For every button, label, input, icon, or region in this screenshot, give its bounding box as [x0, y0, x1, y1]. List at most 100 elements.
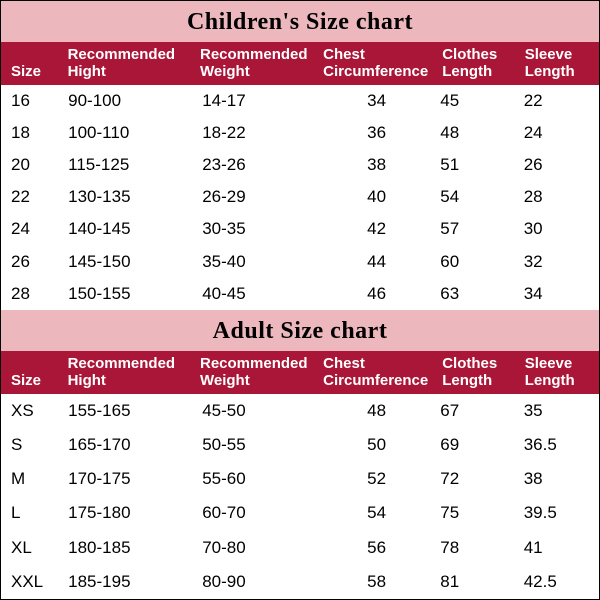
table-cell: L: [1, 503, 58, 523]
table-cell: 35-40: [192, 252, 317, 272]
table-cell: 60-70: [192, 503, 317, 523]
column-header: RecommendedWeight: [190, 46, 313, 81]
table-cell: 28: [1, 284, 58, 304]
table-cell: M: [1, 469, 58, 489]
table-cell: 23-26: [192, 155, 317, 175]
table-cell: 48: [317, 401, 430, 421]
column-header: SleeveLength: [515, 355, 599, 390]
table-cell: 24: [1, 219, 58, 239]
table-cell: XL: [1, 538, 58, 558]
table-row: 20115-12523-26385126: [1, 149, 599, 181]
table-cell: 45: [430, 91, 513, 111]
table-row: 28150-15540-45466334: [1, 278, 599, 310]
table-cell: 90-100: [58, 91, 192, 111]
table-row: 24140-14530-35425730: [1, 213, 599, 245]
column-header: ClothesLength: [432, 46, 514, 81]
table-cell: 80-90: [192, 572, 317, 592]
table-cell: 38: [514, 469, 599, 489]
table-cell: 18: [1, 123, 58, 143]
rows-block: XS155-16545-50486735S165-17050-55506936.…: [1, 394, 599, 600]
table-cell: 30: [514, 219, 599, 239]
table-cell: 69: [430, 435, 513, 455]
table-row: 26145-15035-40446032: [1, 246, 599, 278]
column-header: ChestCircumference: [313, 355, 432, 390]
table-cell: 72: [430, 469, 513, 489]
table-cell: 51: [430, 155, 513, 175]
column-header: SleeveLength: [515, 46, 599, 81]
table-cell: 40-45: [192, 284, 317, 304]
table-cell: 34: [514, 284, 599, 304]
table-cell: 54: [430, 187, 513, 207]
table-cell: 16: [1, 91, 58, 111]
table-cell: 170-175: [58, 469, 192, 489]
table-row: 22130-13526-29405428: [1, 181, 599, 213]
table-cell: 100-110: [58, 123, 192, 143]
column-header: ChestCircumference: [313, 46, 432, 81]
table-cell: 48: [430, 123, 513, 143]
table-cell: 26: [514, 155, 599, 175]
column-header: RecommendedHight: [58, 46, 190, 81]
column-header-row: SizeRecommendedHightRecommendedWeightChe…: [1, 42, 599, 85]
table-row: XS155-16545-50486735: [1, 394, 599, 428]
table-cell: 36: [317, 123, 430, 143]
table-cell: 22: [1, 187, 58, 207]
table-cell: 39.5: [514, 503, 599, 523]
table-cell: 41: [514, 538, 599, 558]
table-row: XL180-18570-80567841: [1, 531, 599, 565]
table-cell: 50: [317, 435, 430, 455]
table-cell: 46: [317, 284, 430, 304]
table-cell: 35: [514, 401, 599, 421]
table-cell: 42: [317, 219, 430, 239]
table-cell: 60: [430, 252, 513, 272]
table-row: M170-17555-60527238: [1, 462, 599, 496]
table-row: XXL185-19580-90588142.5: [1, 565, 599, 599]
table-cell: 32: [514, 252, 599, 272]
size-chart-container: Children's Size chartSizeRecommendedHigh…: [0, 0, 600, 600]
table-row: S165-17050-55506936.5: [1, 428, 599, 462]
column-header: Size: [1, 358, 58, 389]
table-cell: 58: [317, 572, 430, 592]
table-cell: 165-170: [58, 435, 192, 455]
table-cell: 180-185: [58, 538, 192, 558]
table-cell: 18-22: [192, 123, 317, 143]
table-cell: 34: [317, 91, 430, 111]
table-cell: 45-50: [192, 401, 317, 421]
table-cell: 56: [317, 538, 430, 558]
table-cell: 81: [430, 572, 513, 592]
table-cell: 40: [317, 187, 430, 207]
table-cell: 20: [1, 155, 58, 175]
table-cell: 24: [514, 123, 599, 143]
table-cell: 67: [430, 401, 513, 421]
table-cell: 150-155: [58, 284, 192, 304]
table-cell: 26-29: [192, 187, 317, 207]
table-cell: 155-165: [58, 401, 192, 421]
table-row: 18100-11018-22364824: [1, 117, 599, 149]
table-cell: XXL: [1, 572, 58, 592]
table-cell: 42.5: [514, 572, 599, 592]
table-cell: 63: [430, 284, 513, 304]
table-cell: 140-145: [58, 219, 192, 239]
column-header-row: SizeRecommendedHightRecommendedWeightChe…: [1, 351, 599, 394]
table-cell: 145-150: [58, 252, 192, 272]
table-cell: 14-17: [192, 91, 317, 111]
table-cell: 115-125: [58, 155, 192, 175]
table-cell: 130-135: [58, 187, 192, 207]
table-cell: 185-195: [58, 572, 192, 592]
table-cell: 175-180: [58, 503, 192, 523]
table-cell: 55-60: [192, 469, 317, 489]
column-header: Size: [1, 49, 58, 80]
table-row: L175-18060-70547539.5: [1, 496, 599, 530]
table-cell: 44: [317, 252, 430, 272]
table-cell: XS: [1, 401, 58, 421]
table-cell: 57: [430, 219, 513, 239]
table-cell: 78: [430, 538, 513, 558]
table-cell: 75: [430, 503, 513, 523]
table-cell: 36.5: [514, 435, 599, 455]
table-cell: 70-80: [192, 538, 317, 558]
section-title: Adult Size chart: [1, 310, 599, 351]
table-cell: 26: [1, 252, 58, 272]
table-cell: 30-35: [192, 219, 317, 239]
table-cell: 22: [514, 91, 599, 111]
section-title: Children's Size chart: [1, 1, 599, 42]
table-cell: 52: [317, 469, 430, 489]
